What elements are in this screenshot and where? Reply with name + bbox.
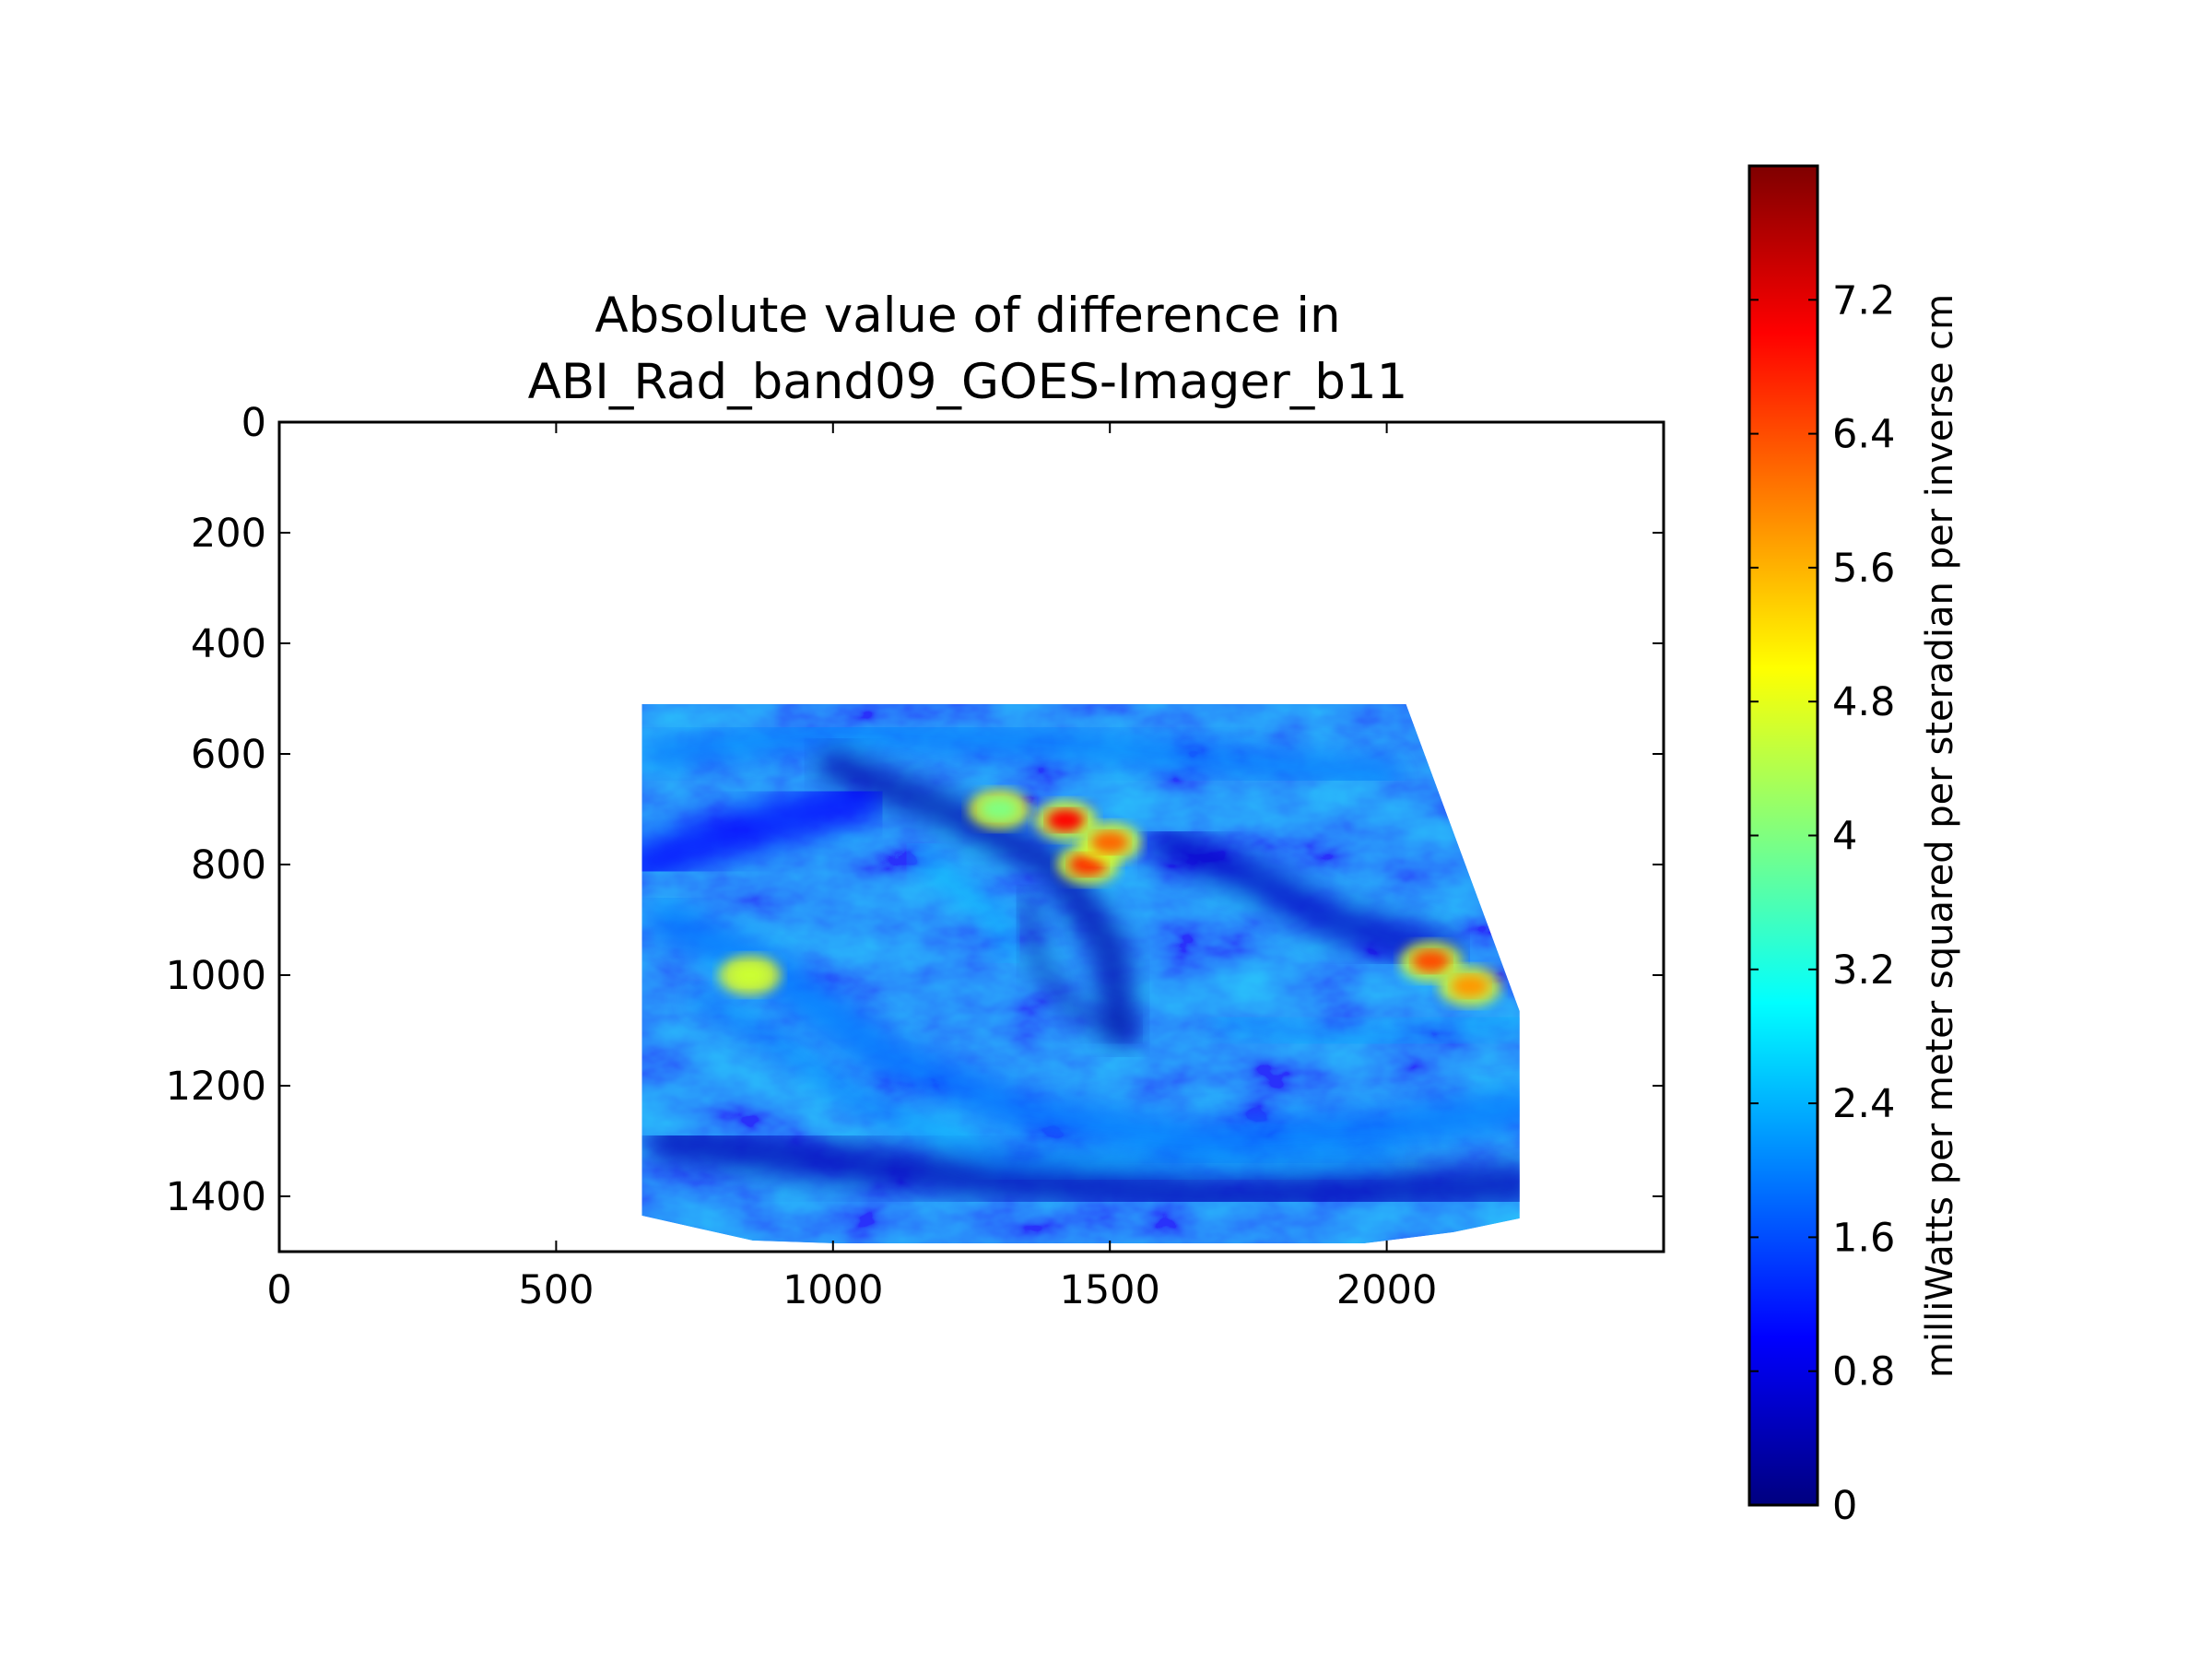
colorbar-tick-label: 3.2 — [1832, 947, 1895, 994]
y-tick-label: 1000 — [166, 953, 266, 999]
x-tick-labels: 0 500 1000 1500 2000 — [266, 1267, 1437, 1313]
colorbar-ticks — [1749, 299, 1818, 1506]
colorbar-tick-label: 6.4 — [1832, 412, 1895, 458]
heatmap-streak — [817, 748, 1137, 1047]
heatmap-hotspots — [718, 789, 1501, 1006]
heatmap-streak — [641, 775, 884, 888]
colorbar-label: milliWatts per meter squared per steradi… — [1919, 294, 1961, 1378]
x-tick-label: 1500 — [1059, 1267, 1159, 1313]
heatmap-image — [641, 704, 1520, 1243]
colorbar — [1747, 164, 1819, 1507]
heatmap-streak — [641, 718, 1401, 790]
colorbar-tick-label: 4 — [1832, 814, 1857, 860]
x-tick-label: 2000 — [1336, 1267, 1437, 1313]
colorbar-tick-label: 0 — [1832, 1483, 1857, 1529]
hotspot — [1412, 950, 1450, 972]
axis-ticks — [278, 421, 1664, 1252]
y-tick-label: 200 — [191, 511, 266, 557]
heatmap-streak — [1021, 892, 1138, 1036]
colorbar-tick-label: 2.4 — [1832, 1081, 1895, 1127]
heatmap-streak — [908, 846, 1018, 960]
y-tick-labels: 0 200 400 600 800 1000 1200 1400 — [166, 400, 266, 1220]
x-tick-label: 0 — [266, 1267, 291, 1313]
colorbar-tick-label: 1.6 — [1832, 1215, 1895, 1261]
heatmap-streak — [646, 1120, 1520, 1218]
chart-title-line-2: ABI_Rad_band09_GOES-Imager_b11 — [528, 354, 1408, 410]
chart-title-line-1: Absolute value of difference in — [594, 288, 1340, 344]
heatmap-streak — [1213, 1012, 1520, 1049]
colorbar-tick-label: 0.8 — [1832, 1349, 1895, 1395]
y-tick-label: 1200 — [166, 1064, 266, 1110]
y-tick-label: 0 — [241, 400, 266, 446]
y-tick-label: 1400 — [166, 1174, 266, 1220]
colorbar-tick-labels: 0 0.8 1.6 2.4 3.2 4 4.8 5.6 6.4 7.2 — [1832, 277, 1895, 1529]
y-tick-label: 600 — [191, 732, 266, 778]
hotspot — [1047, 809, 1085, 831]
colorbar-tick-label: 4.8 — [1832, 679, 1895, 725]
heatmap-features — [641, 718, 1520, 1218]
hotspot — [981, 798, 1018, 820]
heatmap-streak — [1147, 824, 1461, 971]
x-tick-label: 500 — [518, 1267, 594, 1313]
x-tick-label: 1000 — [782, 1267, 883, 1313]
colorbar-tick-label: 7.2 — [1832, 277, 1895, 324]
hotspot — [1091, 831, 1129, 853]
heatmap-streak — [691, 989, 1395, 1171]
colorbar-tick-label: 5.6 — [1832, 546, 1895, 592]
plot-frame — [277, 420, 1665, 1253]
y-tick-label: 400 — [191, 621, 266, 667]
hotspot — [1451, 975, 1488, 997]
y-tick-label: 800 — [191, 842, 266, 888]
hotspot — [731, 964, 769, 986]
